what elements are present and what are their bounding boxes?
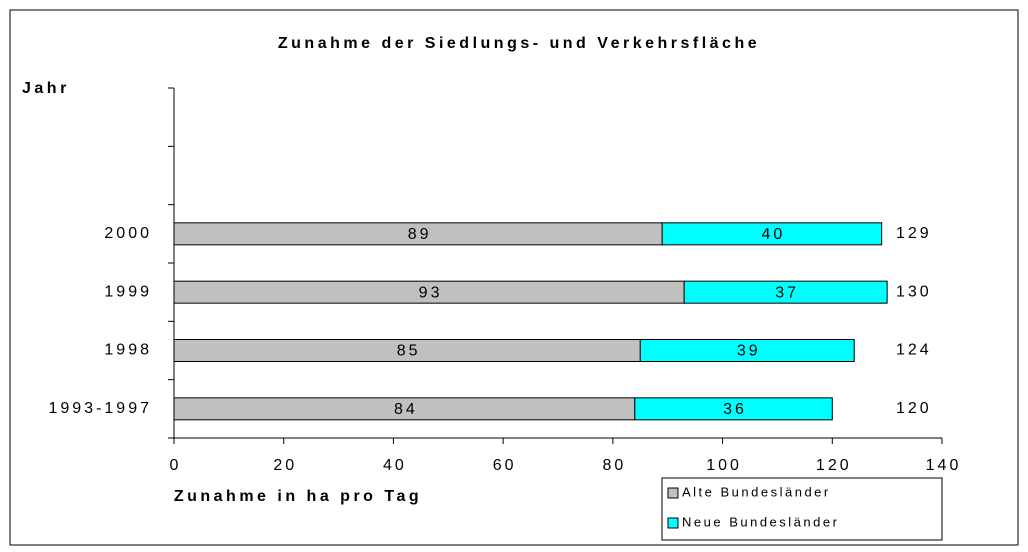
chart-title: Zunahme der Siedlungs- und Verkehrsfläch… bbox=[278, 35, 760, 52]
bar-value-label: 89 bbox=[408, 226, 432, 243]
y-tick-label: 1993-1997 bbox=[48, 400, 152, 417]
legend-swatch bbox=[667, 487, 679, 499]
y-tick-label: 1999 bbox=[104, 283, 152, 300]
legend-label: Alte Bundesländer bbox=[682, 484, 831, 499]
bar-segment bbox=[683, 280, 888, 304]
total-label: 130 bbox=[896, 283, 932, 300]
x-tick-label: 0 bbox=[170, 457, 182, 474]
y-tick-label: 2000 bbox=[104, 225, 152, 242]
total-label: 120 bbox=[896, 400, 932, 417]
x-tick-label: 140 bbox=[926, 457, 962, 474]
x-tick-label: 20 bbox=[273, 457, 297, 474]
legend-box bbox=[661, 477, 943, 541]
total-label: 129 bbox=[896, 225, 932, 242]
legend-label: Neue Bundesländer bbox=[682, 514, 839, 529]
bar-segment bbox=[639, 339, 855, 362]
y-axis-label: Jahr bbox=[22, 80, 70, 97]
legend-swatch bbox=[667, 517, 679, 529]
x-tick-label: 40 bbox=[383, 457, 407, 474]
y-tick-label: 1998 bbox=[104, 342, 152, 359]
bar-segment bbox=[661, 222, 883, 246]
x-axis-label: Zunahme in ha pro Tag bbox=[174, 488, 422, 505]
bar-value-label: 36 bbox=[723, 401, 747, 418]
bar-value-label: 39 bbox=[737, 343, 761, 360]
x-tick-label: 120 bbox=[816, 457, 852, 474]
chart-frame bbox=[9, 9, 1019, 546]
bar-value-label: 85 bbox=[397, 343, 421, 360]
total-label: 124 bbox=[896, 342, 932, 359]
x-tick-label: 80 bbox=[602, 457, 626, 474]
bar-value-label: 37 bbox=[775, 284, 799, 301]
bar-value-label: 40 bbox=[762, 226, 786, 243]
x-tick-label: 100 bbox=[706, 457, 742, 474]
bar-segment bbox=[634, 397, 833, 421]
x-tick-label: 60 bbox=[493, 457, 517, 474]
bar-value-label: 84 bbox=[394, 401, 418, 418]
bar-value-label: 93 bbox=[419, 284, 443, 301]
